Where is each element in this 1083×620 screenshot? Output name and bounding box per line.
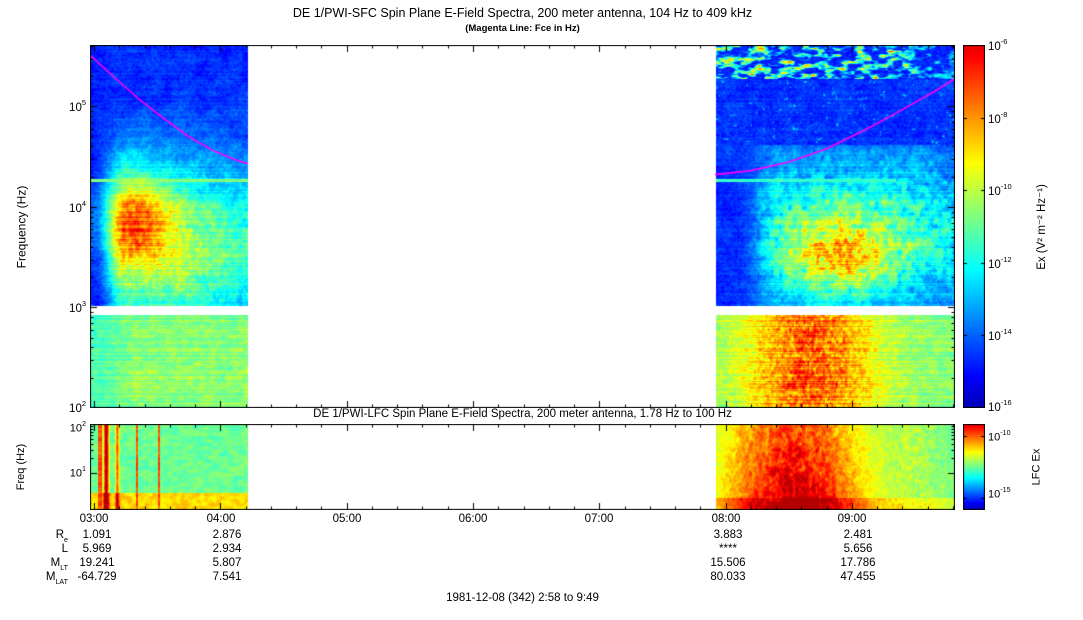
xtick-0300: 03:00 bbox=[79, 513, 109, 525]
sfc-ytick-1e3: 103 bbox=[69, 298, 86, 315]
eph-mlt-col3: 15.506 bbox=[710, 557, 746, 569]
eph-mlat-col2: 7.541 bbox=[212, 571, 242, 583]
eph-mlt-col1: 19.241 bbox=[79, 557, 115, 569]
sfc-y-axis-label: Frequency (Hz) bbox=[14, 185, 28, 268]
eph-mlt-col2: 5.807 bbox=[212, 557, 242, 569]
sfc-title: DE 1/PWI-SFC Spin Plane E-Field Spectra,… bbox=[292, 6, 753, 20]
lfc-spectrogram bbox=[90, 424, 955, 510]
lfc-cbar-tick-1e-10: 10-10 bbox=[988, 428, 1011, 444]
sfc-spectrogram bbox=[90, 45, 955, 408]
sfc-cbar-tick-1e-8: 10-8 bbox=[988, 109, 1008, 126]
eph-re-col1: 1.091 bbox=[82, 529, 112, 541]
sfc-ytick-1e5: 105 bbox=[69, 97, 86, 114]
eph-re-col4: 2.481 bbox=[843, 529, 873, 541]
eph-mlat-col3: 80.033 bbox=[710, 571, 746, 583]
lfc-cbar-tick-1e-15: 10-15 bbox=[988, 485, 1011, 501]
eph-mlt-col4: 17.786 bbox=[840, 557, 876, 569]
lfc-ytick-1e2: 102 bbox=[69, 419, 86, 435]
lfc-colorbar bbox=[963, 424, 985, 510]
xtick-0500: 05:00 bbox=[332, 513, 362, 525]
eph-mlat-col4: 47.455 bbox=[840, 571, 876, 583]
lfc-colorbar-label: LFC Ex bbox=[1030, 448, 1042, 486]
eph-mlat-col1: -64.729 bbox=[77, 571, 117, 583]
lfc-y-axis-label: Freq (Hz) bbox=[15, 443, 28, 491]
eph-l-col4: 5.656 bbox=[843, 543, 873, 555]
sfc-cbar-tick-1e-12: 10-12 bbox=[988, 254, 1012, 271]
sfc-ytick-1e4: 104 bbox=[69, 198, 86, 215]
eph-l-col1: 5.969 bbox=[82, 543, 112, 555]
eph-label-mlt: MLT bbox=[50, 557, 68, 573]
eph-label-re: Re bbox=[55, 529, 68, 545]
sfc-colorbar-label: Ex (V² m⁻² Hz⁻¹) bbox=[1036, 183, 1049, 270]
xtick-0800: 08:00 bbox=[711, 513, 741, 525]
eph-label-mlat: MLAT bbox=[45, 571, 68, 587]
xtick-0900: 09:00 bbox=[837, 513, 867, 525]
sfc-cbar-tick-1e-16: 10-16 bbox=[988, 397, 1012, 414]
sfc-cbar-tick-1e-14: 10-14 bbox=[988, 326, 1012, 343]
lfc-ytick-1e1: 101 bbox=[69, 464, 86, 480]
xtick-0400: 04:00 bbox=[206, 513, 236, 525]
eph-label-l: L bbox=[61, 543, 68, 555]
xtick-0700: 07:00 bbox=[584, 513, 614, 525]
sfc-cbar-tick-1e-10: 10-10 bbox=[988, 181, 1012, 198]
sfc-cbar-tick-1e-6: 10-6 bbox=[988, 36, 1008, 53]
sfc-subtitle: (Magenta Line: Fce in Hz) bbox=[465, 23, 580, 34]
sfc-colorbar bbox=[963, 45, 985, 408]
eph-l-col2: 2.934 bbox=[212, 543, 242, 555]
lfc-title: DE 1/PWI-LFC Spin Plane E-Field Spectra,… bbox=[313, 408, 732, 420]
xtick-0600: 06:00 bbox=[458, 513, 488, 525]
date-range-label: 1981-12-08 (342) 2:58 to 9:49 bbox=[446, 592, 599, 604]
eph-l-col3: **** bbox=[719, 543, 737, 555]
eph-re-col2: 2.876 bbox=[212, 529, 242, 541]
eph-re-col3: 3.883 bbox=[713, 529, 743, 541]
sfc-ytick-1e2: 102 bbox=[69, 398, 86, 415]
